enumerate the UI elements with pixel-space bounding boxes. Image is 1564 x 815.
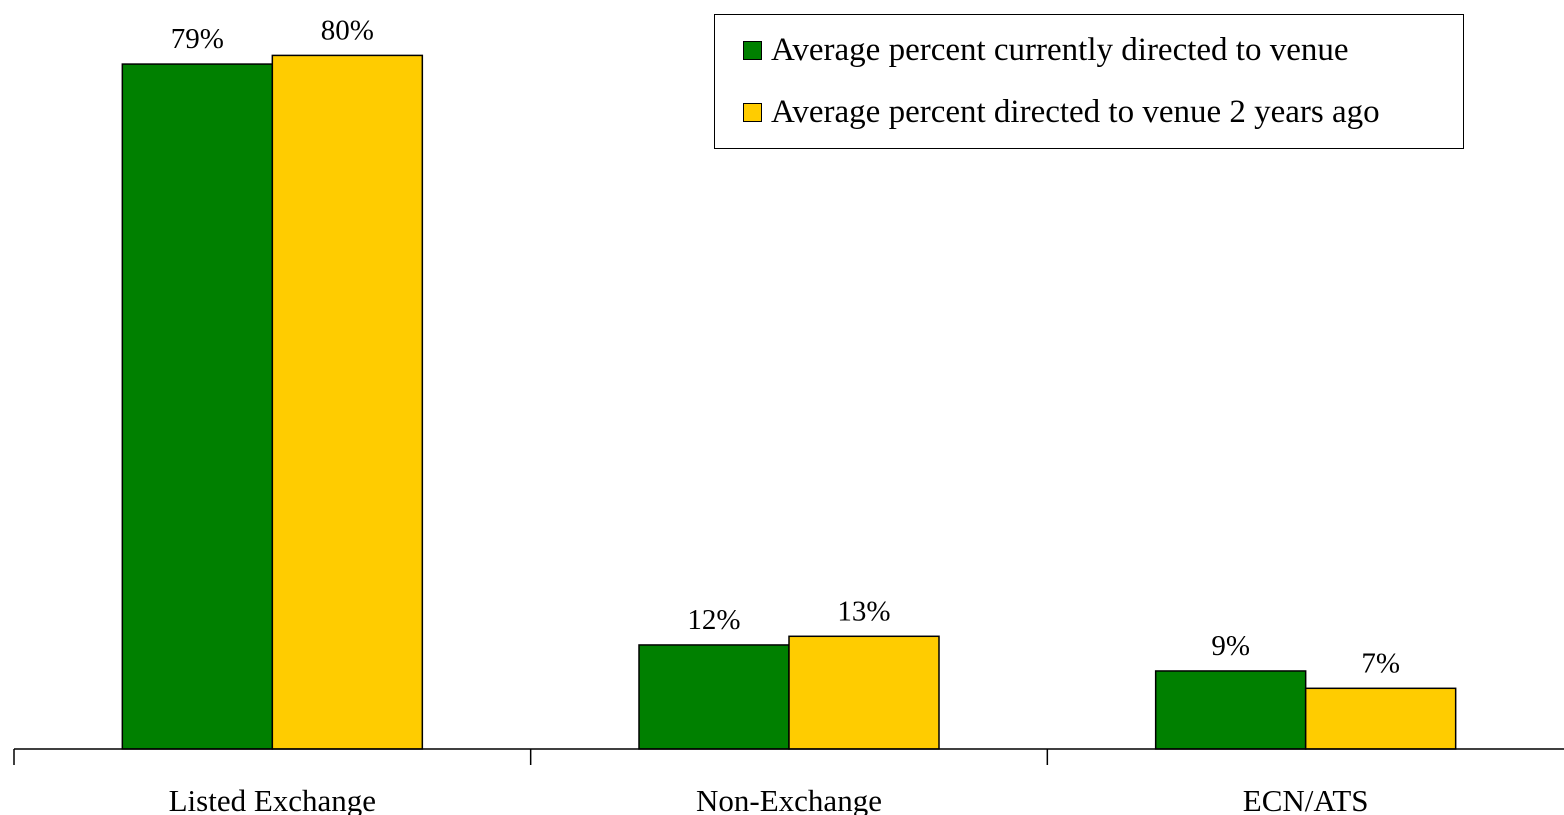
x-axis <box>13 748 1564 765</box>
bars-layer <box>121 54 1457 750</box>
bar-ecn-ats-series-1 <box>1304 687 1457 750</box>
bar-listed-exchange-series-0 <box>121 63 274 750</box>
bar-ecn-ats-series-0 <box>1154 670 1307 750</box>
legend-swatch-two-years-ago <box>743 102 762 122</box>
data-label-listed-exchange-series-0: 79% <box>171 23 224 55</box>
legend-label-two-years-ago: Average percent directed to venue 2 year… <box>771 94 1380 130</box>
bar-listed-exchange-series-1 <box>271 54 424 750</box>
data-label-ecn-ats-series-1: 7% <box>1361 647 1400 679</box>
bar-non-exchange-series-0 <box>638 644 790 750</box>
category-label-0: Listed Exchange <box>169 783 376 815</box>
category-label-2: ECN/ATS <box>1243 783 1369 815</box>
category-label-1: Non-Exchange <box>696 783 882 815</box>
data-label-non-exchange-series-1: 13% <box>837 595 890 627</box>
bar-non-exchange-series-1 <box>788 635 940 750</box>
legend-label-current: Average percent currently directed to ve… <box>771 32 1349 68</box>
data-label-non-exchange-series-0: 12% <box>687 604 740 636</box>
data-label-listed-exchange-series-1: 80% <box>321 14 374 46</box>
chart-legend: Average percent currently directed to ve… <box>714 14 1464 149</box>
legend-item-two-years-ago: Average percent directed to venue 2 year… <box>743 94 1380 130</box>
legend-item-current: Average percent currently directed to ve… <box>743 32 1349 68</box>
category-labels-layer: Listed Exchange Non-Exchange ECN/ATS <box>169 783 1369 815</box>
data-label-ecn-ats-series-0: 9% <box>1211 630 1250 662</box>
legend-swatch-current <box>743 40 762 60</box>
value-labels-layer: 79% 80% 12% 13% 9% 7% <box>171 14 1400 679</box>
